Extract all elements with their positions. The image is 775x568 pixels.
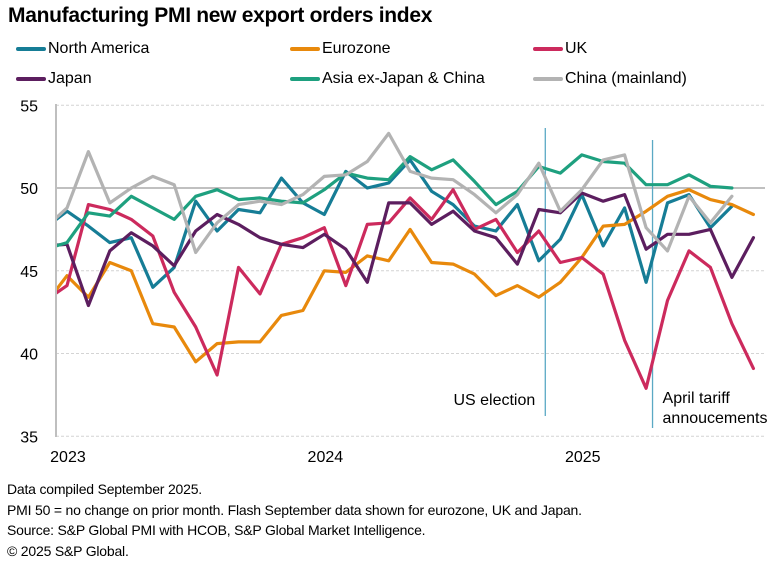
legend-label: UK	[565, 40, 588, 57]
legend-item-asia-ex-japan-china: Asia ex-Japan & China	[290, 70, 485, 88]
annotation-label: April tariff	[663, 390, 731, 407]
footer-line-copyright: © 2025 S&P Global.	[7, 542, 129, 559]
y-tick-label: 55	[20, 98, 38, 115]
legend-item-china-mainland: China (mainland)	[533, 70, 687, 88]
legend-label: North America	[48, 40, 150, 57]
annotation-label: annoucements	[663, 410, 768, 427]
legend-swatch-japan	[16, 77, 46, 81]
legend-label: Asia ex-Japan & China	[322, 70, 485, 87]
series-line-asia-ex-japan-china	[56, 153, 734, 248]
legend-label: Eurozone	[322, 40, 391, 57]
x-tick-label: 2025	[565, 449, 601, 466]
legend-swatch-asia-ex-japan-china	[290, 77, 320, 81]
y-tick-label: 50	[20, 181, 38, 198]
series-line-japan	[56, 191, 756, 308]
legend-swatch-china-mainland	[533, 77, 563, 81]
footer-line-pmi-note: PMI 50 = no change on prior month. Flash…	[7, 501, 582, 518]
legend: North America Eurozone UK Japan Asia ex-…	[16, 36, 775, 92]
legend-item-japan: Japan	[16, 70, 92, 88]
y-tick-label: 35	[20, 429, 38, 446]
y-axis-ticks: 35 40 45 50 55	[20, 98, 38, 446]
footer-line-source: Source: S&P Global PMI with HCOB, S&P Gl…	[7, 522, 426, 538]
event-annotations: US election April tariff annoucements	[453, 128, 768, 428]
footer-line-compiled: Data compiled September 2025.	[7, 481, 202, 497]
legend-swatch-uk	[533, 47, 563, 51]
footer-notes: Data compiled September 2025. PMI 50 = n…	[7, 479, 582, 561]
legend-item-north-america: North America	[16, 40, 149, 58]
legend-label: Japan	[48, 70, 92, 87]
chart-title: Manufacturing PMI new export orders inde…	[8, 4, 433, 27]
x-tick-label: 2023	[50, 449, 86, 466]
legend-label: China (mainland)	[565, 70, 687, 87]
annotation-label: US election	[453, 392, 535, 409]
gridlines	[56, 104, 765, 437]
x-tick-label: 2024	[308, 449, 344, 466]
legend-swatch-eurozone	[290, 47, 320, 51]
legend-swatch-north-america	[16, 47, 46, 51]
y-tick-label: 45	[20, 264, 38, 281]
legend-item-uk: UK	[533, 40, 587, 58]
legend-item-eurozone: Eurozone	[290, 40, 391, 58]
series-line-north-america	[56, 158, 734, 289]
y-tick-label: 40	[20, 347, 38, 364]
series-line-uk	[56, 188, 756, 390]
x-axis-ticks: 2023 2024 2025	[50, 449, 600, 466]
series-line-china-mainland	[56, 131, 734, 255]
series-lines	[56, 131, 756, 390]
